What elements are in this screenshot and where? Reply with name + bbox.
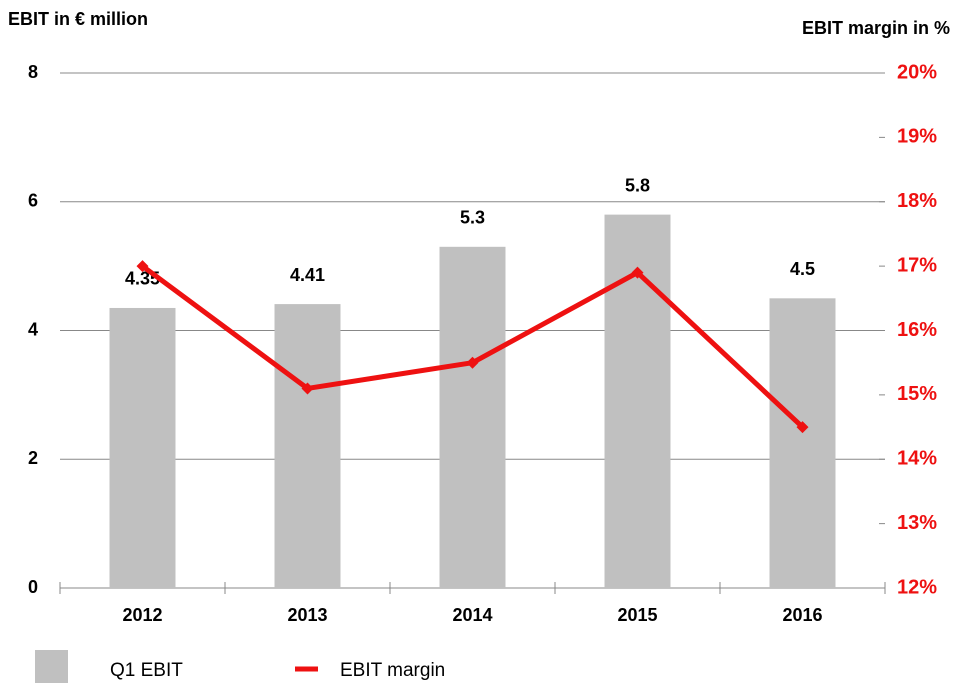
y-tick-label: 4 (28, 319, 38, 339)
legend-label: EBIT margin (340, 660, 445, 681)
y2-tick-label: 14% (897, 448, 937, 470)
x-tick-label: 2016 (782, 605, 822, 625)
y-tick-label: 6 (28, 191, 38, 211)
y2-tick-label: 16% (897, 319, 937, 341)
data-label: 4.41 (290, 265, 325, 285)
y-tick-label: 0 (28, 577, 38, 597)
data-label: 4.5 (790, 259, 815, 279)
y2-tick-label: 17% (897, 254, 937, 276)
bar (769, 298, 836, 588)
legend-label: Q1 EBIT (110, 660, 183, 681)
bar (439, 246, 506, 588)
y2-tick-label: 19% (897, 126, 937, 148)
x-tick-label: 2015 (617, 605, 657, 625)
data-label: 5.3 (460, 208, 485, 228)
y2-tick-label: 20% (897, 61, 937, 83)
y-tick-label: 8 (28, 62, 38, 82)
y2-tick-label: 18% (897, 190, 937, 212)
y2-tick-label: 12% (897, 576, 937, 598)
bar (109, 307, 176, 588)
x-tick-label: 2013 (287, 605, 327, 625)
data-label: 5.8 (625, 175, 650, 195)
x-tick-label: 2012 (122, 605, 162, 625)
line-marker (631, 266, 644, 279)
y-tick-label: 2 (28, 448, 38, 468)
x-tick-label: 2014 (452, 605, 492, 625)
y2-axis-title: EBIT margin in % (802, 18, 950, 38)
legend-swatch (35, 650, 68, 683)
line-marker (466, 356, 479, 369)
chart-title: EBIT in € million (8, 9, 148, 29)
y2-tick-label: 13% (897, 512, 937, 534)
bar (274, 304, 341, 588)
line-marker (136, 260, 149, 273)
line-marker (301, 382, 314, 395)
y2-tick-label: 15% (897, 383, 937, 405)
line-marker (796, 421, 809, 434)
